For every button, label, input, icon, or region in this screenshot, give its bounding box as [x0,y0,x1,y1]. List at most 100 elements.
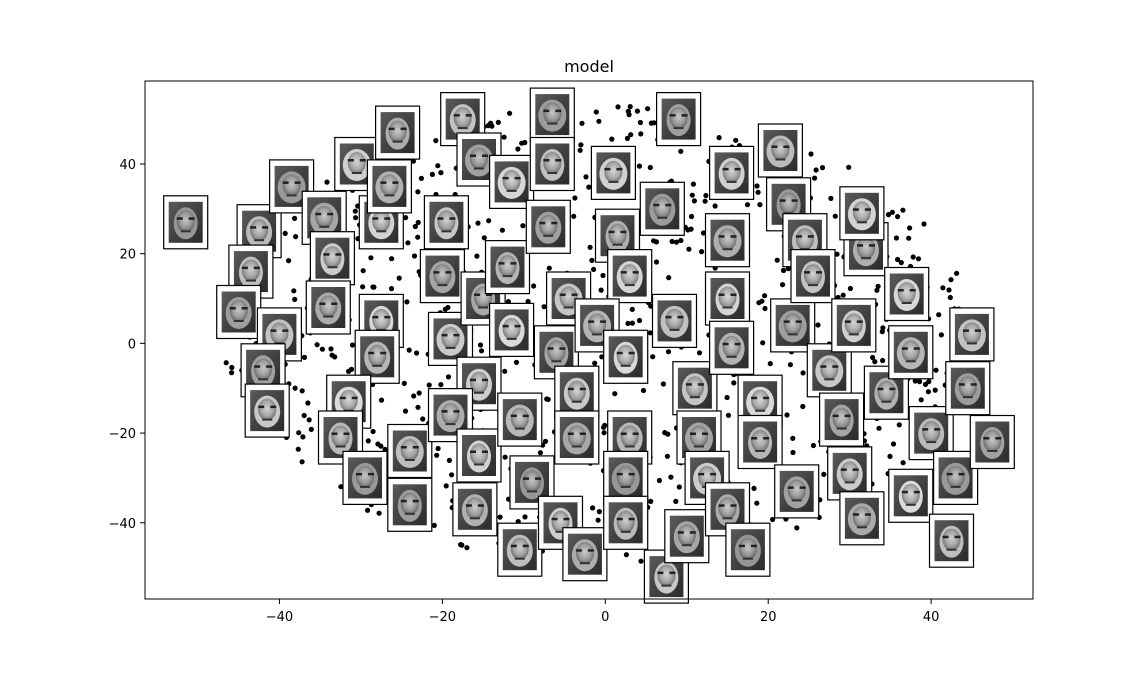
face-thumbnail [655,91,702,147]
scatter-point [800,370,806,376]
scatter-point [938,332,945,338]
scatter-point [754,500,760,506]
scatter-point [940,285,946,291]
face-thumbnail [484,240,531,295]
scatter-point [954,270,960,276]
scatter-point [478,348,485,354]
face-thumbnail [244,383,290,438]
face-thumbnail [489,302,535,357]
y-tick-label: −40 [109,517,136,532]
scatter-point [429,171,435,177]
scatter-point [636,317,643,324]
scatter-point [815,322,821,328]
scatter-point [790,435,796,441]
scatter-point [638,558,644,564]
scatter-point [757,202,763,208]
scatter-point [912,378,918,384]
scatter-point [583,174,589,180]
scatter-point [349,342,356,348]
scatter-point [813,167,819,173]
scatter-point [917,379,923,385]
scatter-point [292,215,298,221]
scatter-point [319,346,325,352]
scatter-point [443,483,449,489]
scatter-point [296,430,302,436]
scatter-point [774,257,780,263]
scatter-point [653,239,660,245]
scatter-point [388,286,395,292]
scatter-point [328,346,334,352]
scatter-point [301,412,307,419]
scatter-point [898,260,904,266]
scatter-point [673,239,680,245]
scatter-point [411,393,417,399]
scatter-point [876,425,882,431]
scatter-point [404,299,410,305]
scatter-point [300,434,306,440]
scatter-point [896,422,902,428]
face-thumbnail [603,329,649,384]
plot-frame [144,80,1034,600]
scatter-point [442,306,448,312]
scatter-point [415,219,421,226]
scatter-point [794,525,800,531]
face-thumbnail [427,388,474,443]
face-thumbnail [554,365,600,420]
scatter-point [932,387,938,393]
x-tick-label: 0 [601,610,609,625]
scatter-point [947,294,953,301]
scatter-point [832,213,838,219]
scatter-point [918,397,924,403]
face-thumbnail [725,522,771,577]
face-thumbnail [525,199,571,254]
scatter-point [874,287,880,293]
face-thumbnail [529,136,575,192]
scatter-point [623,552,630,558]
x-tick-label: −40 [266,610,293,625]
scatter-point [650,354,656,360]
scatter-point [501,134,507,140]
scatter-point [686,246,692,252]
scatter-point [733,137,739,143]
scatter-point [678,237,684,244]
scatter-point [579,120,585,126]
x-tick-label: −20 [429,610,456,625]
scatter-point [229,370,235,376]
face-thumbnail [607,249,653,304]
face-thumbnail [509,455,555,510]
scatter-point [376,510,382,516]
scatter-point [880,357,886,364]
scatter-point [378,443,384,449]
scatter-point [305,400,311,406]
scatter-point [223,360,229,366]
face-thumbnail [236,204,282,259]
face-thumbnail [590,145,637,200]
face-thumbnail [639,181,685,236]
scatter-point [808,151,814,157]
y-tick-label: 40 [119,158,136,173]
y-tick-label: 20 [119,248,136,263]
scatter-point [664,453,671,459]
x-tick-label: 40 [923,610,940,625]
scatter-point [790,449,796,456]
scatter-point [921,221,927,227]
scatter-point [647,330,654,336]
scatter-point [872,359,878,365]
scatter-point [638,131,644,137]
face-thumbnail [452,482,498,537]
scatter-point [754,183,760,189]
scatter-point [412,223,418,230]
scatter-point [353,215,359,221]
scatter-point [668,474,674,480]
face-thumbnail [423,195,469,250]
scatter-point [389,256,395,262]
scatter-point [489,123,495,129]
scatter-point [586,184,592,190]
scatter-point [712,203,718,209]
scatter-point [780,282,786,288]
scatter-point [910,254,916,260]
scatter-point [656,477,663,484]
scatter-point [495,119,501,125]
scatter-point [673,498,679,504]
scatter-point [703,192,709,199]
